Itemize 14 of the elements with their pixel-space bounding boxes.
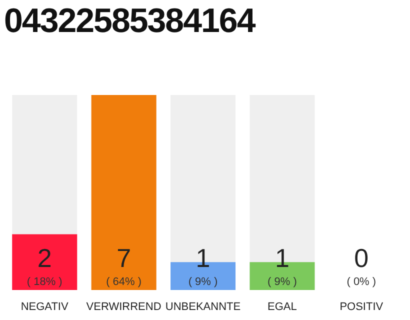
x-tick-label: EGAL [268, 301, 297, 313]
annotation: ( 0% ) [346, 276, 376, 288]
annotation: ( 9% ) [188, 276, 218, 288]
data-label: 7 [116, 243, 132, 273]
data-label: 2 [37, 243, 52, 273]
data-label: 0 [354, 243, 369, 273]
annotation: ( 9% ) [268, 276, 297, 288]
x-tick-label: VERWIRREND [86, 301, 162, 313]
x-tick-label: POSITIV [340, 301, 384, 313]
annotation: ( 18% ) [26, 276, 62, 288]
x-tick-label: NEGATIV [20, 301, 69, 313]
annotation: ( 64% ) [106, 276, 142, 288]
x-tick-label: UNBEKANNTE [165, 301, 241, 313]
chart-title: 04322585384164 [4, 2, 255, 41]
